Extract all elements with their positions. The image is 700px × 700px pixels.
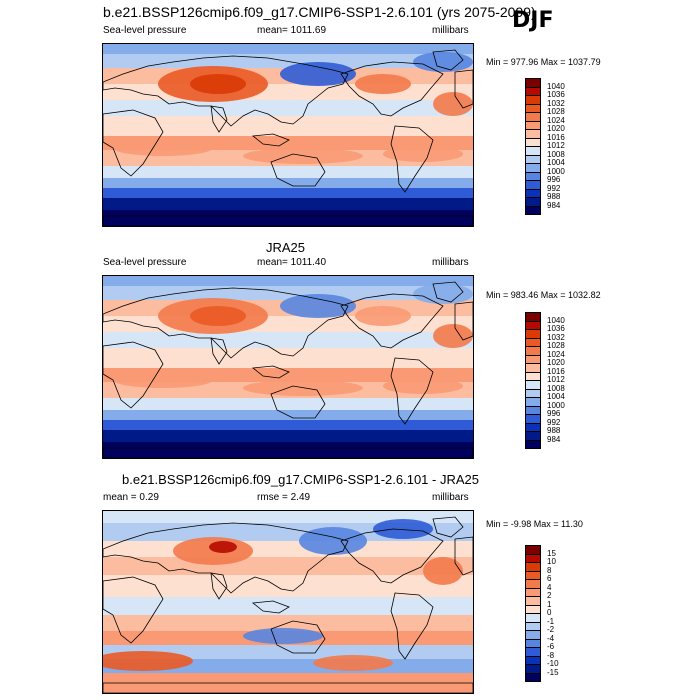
colorbar-tick-label: 984 [547, 200, 561, 210]
pressure-field [103, 511, 473, 693]
panel-2-mean-label: mean= 1011.40 [257, 257, 327, 268]
colorbar-tick-label: -2 [547, 625, 555, 634]
colorbar-tick-label: 10 [547, 557, 556, 566]
panel-3-mean-label: mean = 0.29 [103, 492, 159, 503]
colorbar-tick-label: 1012 [547, 375, 565, 384]
colorbar-tick-label: 988 [547, 192, 561, 201]
colorbar-tick-label: 1008 [547, 383, 565, 393]
colorbar-tick-label: 996 [547, 409, 561, 418]
colorbar-tick-label: 1024 [547, 115, 565, 125]
colorbar-tick-label: 1 [547, 599, 552, 609]
colorbar-tick-label: -4 [547, 633, 555, 643]
pressure-field [103, 44, 473, 226]
pressure-field [103, 276, 473, 458]
colorbar-tick-label: -6 [547, 642, 555, 651]
colorbar-tick-label: -8 [547, 650, 555, 660]
colorbar-tick-label: 1012 [547, 141, 565, 150]
colorbar-tick-label: 15 [547, 548, 556, 558]
coastlines [103, 516, 473, 693]
colorbar-tick-label: 988 [547, 426, 561, 435]
season-label: DJF [512, 8, 554, 33]
colorbar-tick-label: -10 [547, 659, 559, 668]
colorbar-tick-label: 1000 [547, 166, 565, 176]
colorbar-tick-label: -15 [547, 667, 559, 677]
panel-2-minmax: Min = 983.46 Max = 1032.82 [486, 290, 601, 300]
panel-1-title: b.e21.BSSP126cmip6.f09_g17.CMIP6-SSP1-2.… [103, 4, 536, 20]
colorbar-tick-label: 984 [547, 434, 561, 444]
colorbar-tick-label: 992 [547, 183, 561, 193]
colorbar-tick-label: 1028 [547, 107, 565, 116]
colorbar-tick-label: 1004 [547, 392, 565, 401]
colorbar-tick-label: 992 [547, 417, 561, 427]
colorbar-tick-label: 1016 [547, 366, 565, 376]
panel-3-title: b.e21.BSSP126cmip6.f09_g17.CMIP6-SSP1-2.… [122, 472, 479, 487]
colorbar-tick-label: 6 [547, 574, 552, 583]
colorbar-tick-label: 1032 [547, 332, 565, 342]
panel-3-rmse-label: rmse = 2.49 [257, 492, 311, 503]
panel-3-units-label: millibars [432, 492, 469, 503]
colorbar-tick-label: 2 [547, 591, 552, 600]
panel-1-variable-label: Sea-level pressure [103, 25, 187, 36]
panel-2-variable-label: Sea-level pressure [103, 257, 187, 268]
colorbar-swatch [525, 205, 541, 215]
colorbar-tick-label: 0 [547, 608, 552, 617]
colorbar-tick-label: -1 [547, 616, 555, 626]
panel-2-map [102, 275, 474, 459]
panel-1-units-label: millibars [432, 25, 469, 36]
colorbar-tick-label: 1028 [547, 341, 565, 350]
colorbar-tick-label: 1020 [547, 124, 565, 133]
colorbar-tick-label: 1036 [547, 90, 565, 99]
panel-2-title: JRA25 [266, 240, 306, 255]
colorbar-tick-label: 1020 [547, 358, 565, 367]
colorbar-tick-label: 1036 [547, 324, 565, 333]
panel-1-minmax: Min = 977.96 Max = 1037.79 [486, 57, 601, 67]
colorbar-tick-label: 1040 [547, 81, 565, 91]
panel-2-units-label: millibars [432, 257, 469, 268]
panel-3-map [102, 510, 474, 694]
colorbar-tick-label: 996 [547, 175, 561, 184]
colorbar-tick-label: 1004 [547, 158, 565, 167]
colorbar-tick-label: 4 [547, 582, 552, 592]
coastlines [103, 281, 473, 458]
colorbar-swatch [525, 439, 541, 449]
colorbar-tick-label: 1024 [547, 349, 565, 359]
colorbar-tick-label: 1032 [547, 98, 565, 108]
colorbar-tick-label: 1016 [547, 132, 565, 142]
colorbar-tick-label: 1040 [547, 315, 565, 325]
colorbar-tick-label: 8 [547, 565, 552, 575]
coastlines [103, 49, 473, 226]
panel-3-minmax: Min = -9.98 Max = 11.30 [486, 519, 583, 529]
colorbar-tick-label: 1008 [547, 149, 565, 159]
colorbar-tick-label: 1000 [547, 400, 565, 410]
panel-1-mean-label: mean= 1011.69 [257, 25, 327, 36]
colorbar-swatch [525, 672, 541, 682]
panel-1-map [102, 43, 474, 227]
